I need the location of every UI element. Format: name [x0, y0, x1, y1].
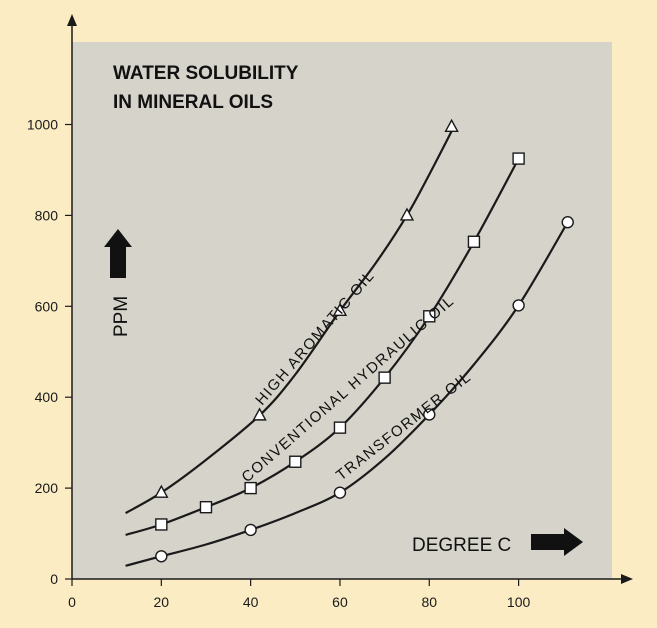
square-marker	[289, 455, 302, 468]
y-axis-title: PPM	[111, 296, 132, 337]
square-marker	[467, 235, 481, 248]
data-markers	[154, 118, 574, 563]
circle-marker	[512, 299, 525, 312]
square-marker	[333, 421, 347, 434]
x-tick-label: 80	[421, 594, 437, 610]
x-axis-arrowhead	[621, 574, 633, 584]
circle-marker	[244, 523, 257, 537]
triangle-marker	[252, 407, 267, 421]
series-line-0	[125, 130, 453, 515]
series-line-2	[125, 221, 569, 567]
triangle-marker	[399, 207, 415, 221]
y-tick-label: 600	[35, 298, 59, 314]
x-tick-label: 40	[243, 594, 259, 610]
square-marker	[155, 518, 168, 531]
circle-marker	[561, 216, 574, 229]
chart-title-line2: IN MINERAL OILS	[113, 92, 273, 113]
square-marker	[378, 371, 391, 384]
ppm-up-arrow-icon	[104, 229, 132, 278]
y-axis-arrowhead	[67, 14, 77, 26]
x-tick-label: 60	[332, 594, 348, 610]
chart-title-line1: WATER SOLUBILITY	[113, 63, 299, 84]
square-marker	[423, 310, 436, 323]
degree-right-arrow-icon	[531, 528, 583, 556]
axis-ticks: 0 200 400 600 800 1000 0 20 40 60 80 100	[27, 117, 531, 611]
x-axis-title: DEGREE C	[412, 535, 511, 556]
y-tick-label: 400	[35, 389, 59, 405]
y-tick-label: 1000	[27, 117, 58, 133]
y-tick-label: 800	[35, 207, 59, 223]
y-tick-label: 200	[35, 480, 59, 496]
triangle-marker	[444, 118, 459, 132]
square-marker	[244, 481, 257, 495]
circle-marker	[423, 408, 436, 421]
square-marker	[512, 152, 525, 165]
triangle-marker	[332, 302, 348, 317]
circle-marker	[155, 550, 168, 563]
y-tick-label: 0	[50, 571, 58, 587]
x-tick-label: 20	[154, 594, 170, 610]
x-tick-label: 100	[507, 594, 531, 610]
x-tick-label: 0	[68, 594, 76, 610]
square-marker	[199, 500, 213, 514]
circle-marker	[333, 486, 347, 499]
triangle-marker	[154, 484, 169, 498]
